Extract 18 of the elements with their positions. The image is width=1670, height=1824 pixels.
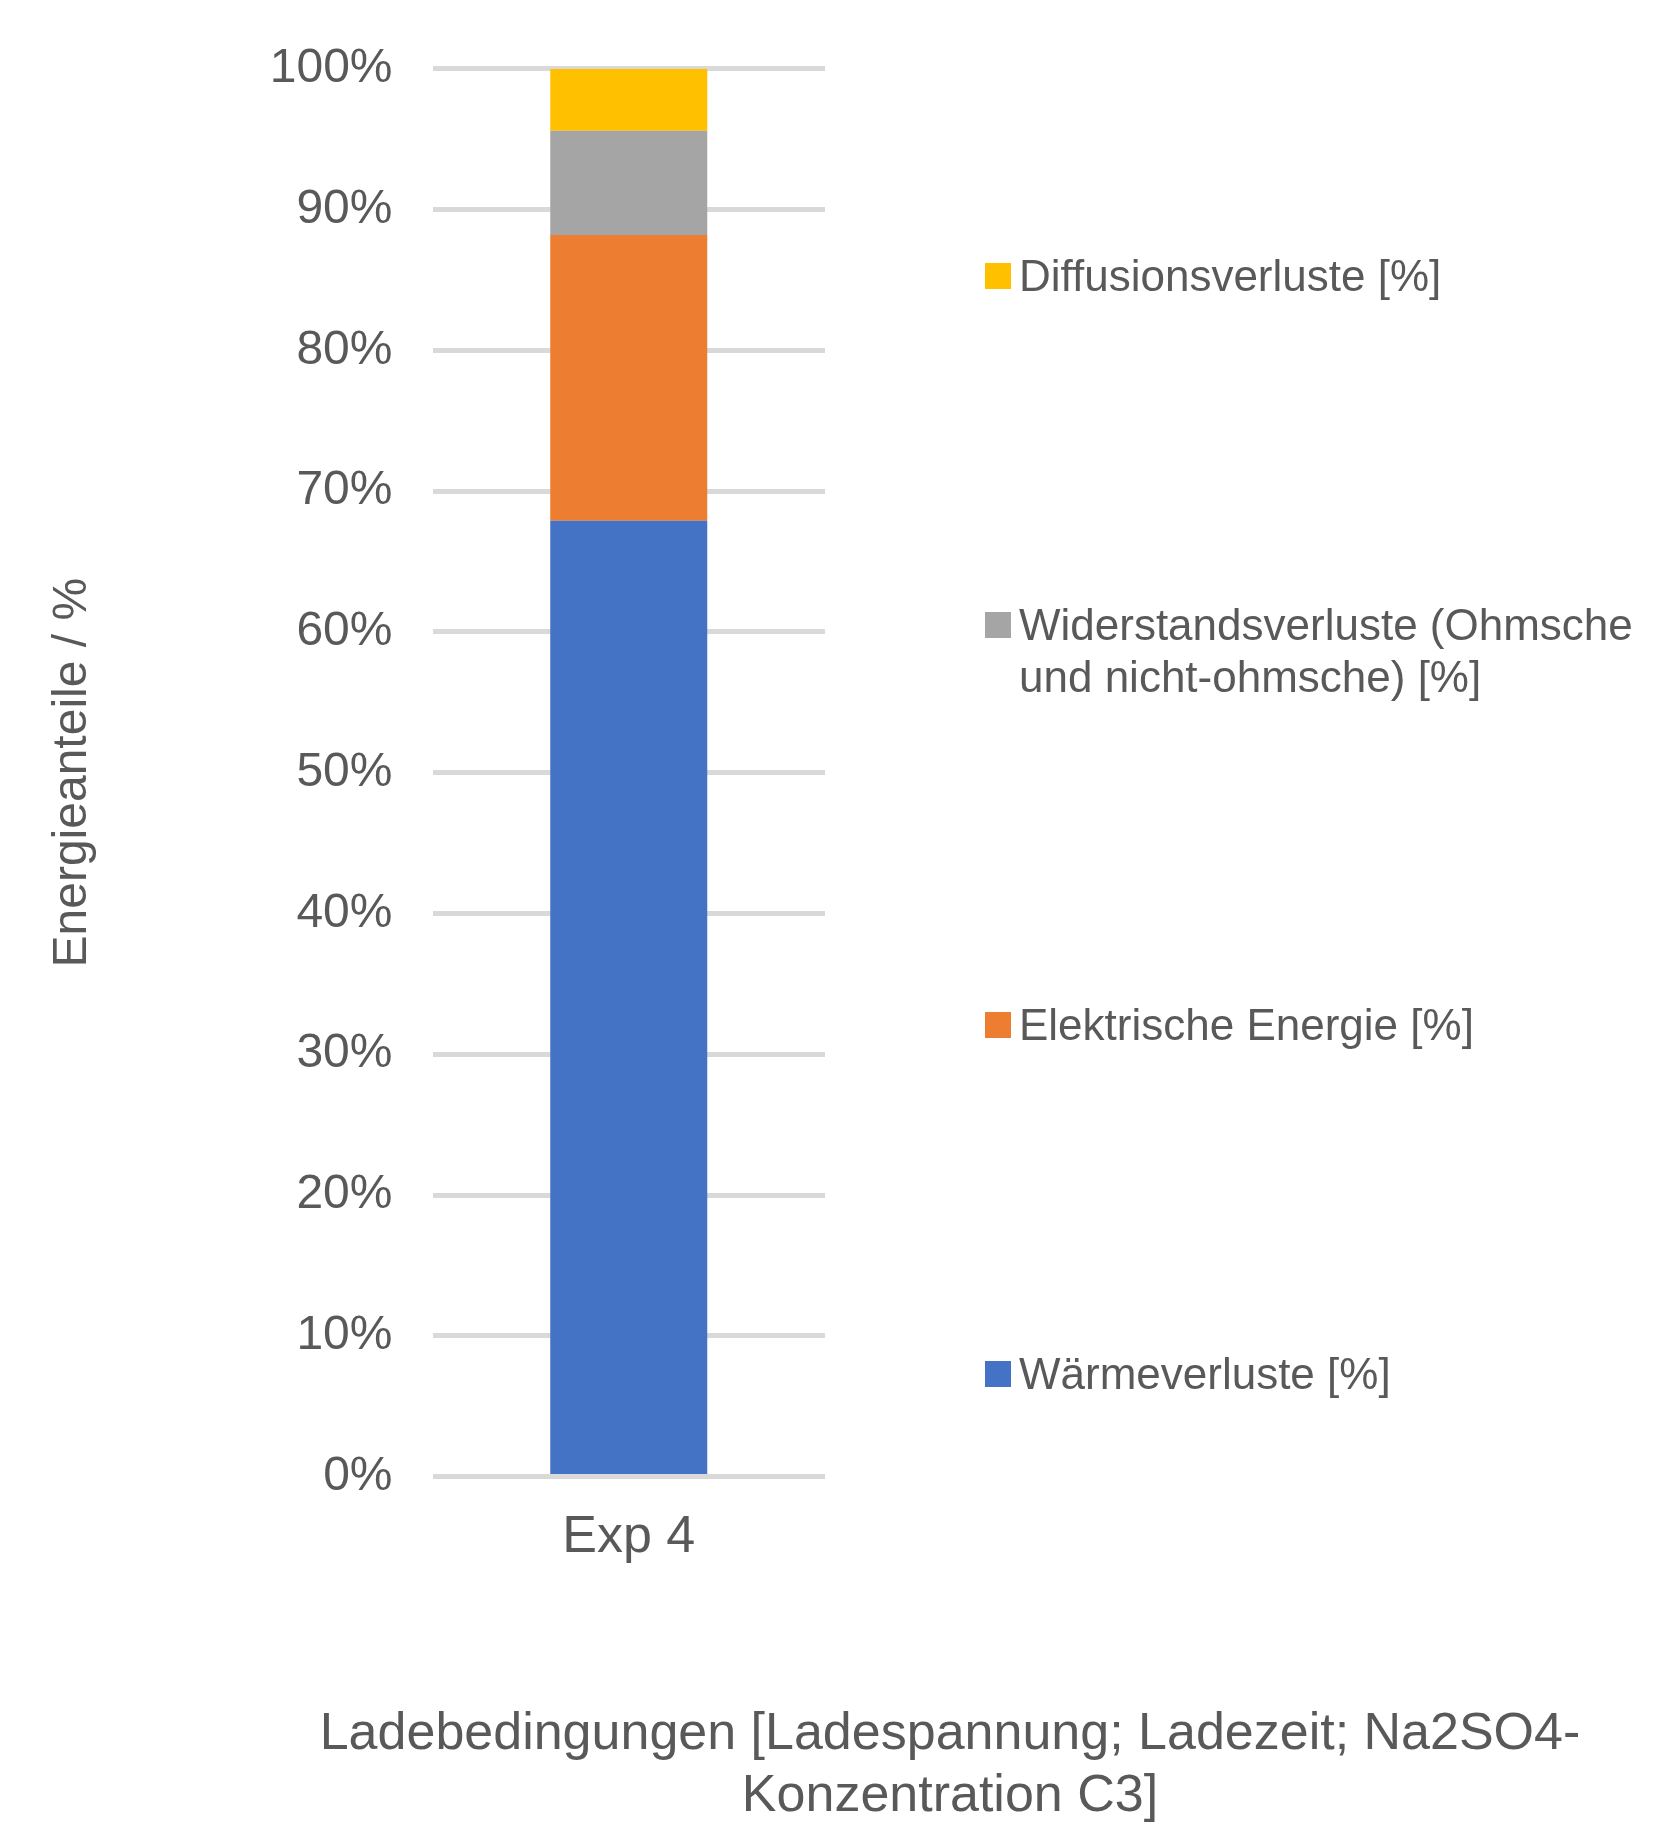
y-axis-title: Energieanteile / % <box>43 577 97 968</box>
legend-label: Wärmeverluste [%] <box>1019 1347 1391 1400</box>
y-tick-label: 100% <box>269 39 393 93</box>
legend-label: Widerstandsverluste (Ohmsche und nicht-ohmsche) [%] <box>1019 598 1634 703</box>
y-tick-label: 70% <box>296 461 393 515</box>
y-tick-label: 10% <box>296 1306 393 1360</box>
y-tick-label: 30% <box>296 1024 393 1078</box>
y-tick-label: 60% <box>296 602 393 656</box>
y-tick-label: 40% <box>296 883 393 937</box>
y-tick-label: 90% <box>296 179 393 233</box>
y-tick-label: 80% <box>296 320 393 374</box>
legend-label: Diffusionsverluste [%] <box>1019 250 1442 302</box>
y-tick-label: 50% <box>296 742 393 796</box>
legend-label: Elektrische Energie [%] <box>1019 999 1474 1052</box>
x-axis-title: Ladebedingungen [Ladespannung; Ladezeit; Na2SO4-Konzentration C3] <box>318 1701 1582 1824</box>
x-tick-label: Exp 4 <box>562 1505 696 1564</box>
y-tick-label: 20% <box>296 1165 393 1219</box>
y-tick-label: 0% <box>323 1446 393 1500</box>
